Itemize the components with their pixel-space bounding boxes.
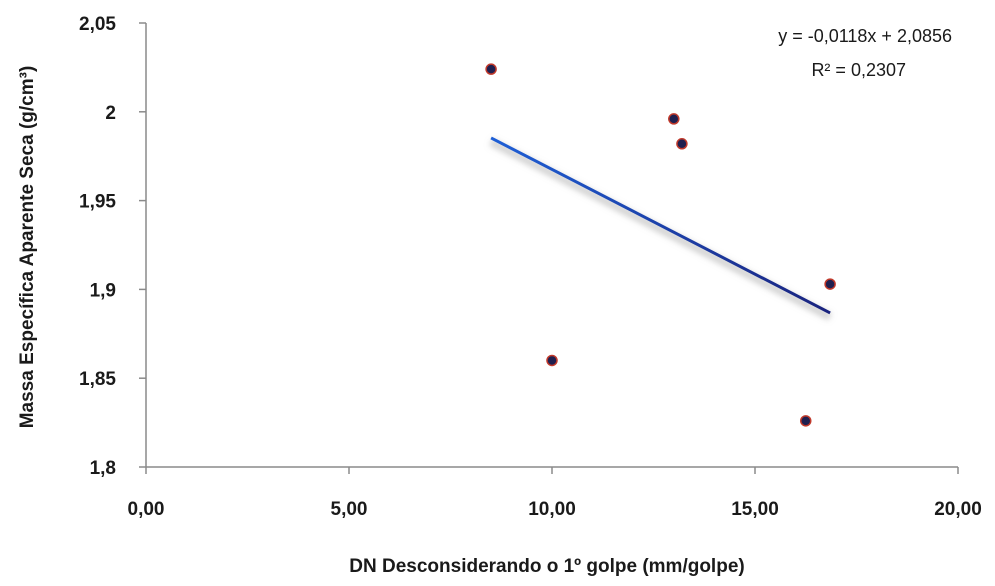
x-tick-label: 0,00: [128, 499, 165, 520]
data-point: [546, 354, 558, 367]
y-tick-label: 1,85: [79, 369, 116, 390]
data-point: [824, 278, 836, 290]
trendline-shadow: [489, 138, 832, 321]
data-point: [676, 138, 688, 150]
x-tick-label: 20,00: [934, 499, 982, 520]
x-axis-title: DN Desconsiderando o 1º golpe (mm/golpe): [349, 556, 744, 577]
y-axis-title: Massa Específica Aparente Seca (g/cm³): [17, 66, 38, 429]
plot-area: 0,00 5,00 10,00 15,00 20,00 1,8 1,85 1,9 1,95 2 2,…: [79, 14, 982, 520]
data-point: [800, 415, 812, 427]
x-tick-label: 10,00: [528, 499, 576, 520]
y-tick-label: 1,9: [90, 280, 116, 301]
y-tick-label: 1,8: [90, 458, 116, 479]
trendline: [490, 136, 831, 315]
data-point: [668, 113, 680, 125]
trendline-equation: y = -0,0118x + 2,0856: [778, 26, 952, 46]
y-tick-label: 1,95: [79, 192, 116, 213]
x-tick-label: 15,00: [731, 499, 779, 520]
y-tick-label: 2,05: [79, 14, 116, 35]
y-tick-label: 2: [105, 103, 116, 124]
data-point: [485, 63, 497, 75]
x-tick-label: 5,00: [331, 499, 368, 520]
trendline-r-squared: R² = 0,2307: [811, 60, 906, 80]
